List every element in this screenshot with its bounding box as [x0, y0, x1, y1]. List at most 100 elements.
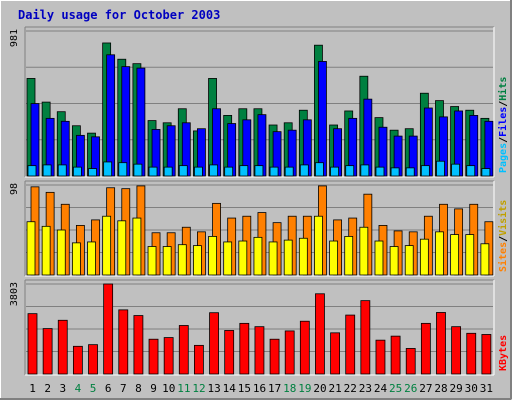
x-tick-label: 27: [419, 382, 432, 395]
legend-entry: /: [498, 236, 509, 242]
bar-kbytes-day-19: [299, 320, 310, 375]
bar-kbytes-day-17: [269, 338, 280, 375]
x-tick-label: 13: [207, 382, 220, 395]
panel-visits-sites: 98 Sites/Visits: [9, 180, 509, 277]
x-tick-label: 25: [389, 382, 402, 395]
bar-kbytes-day-25: [390, 335, 401, 375]
bar-kbytes-day-1: [27, 313, 38, 375]
legend-visits-sites: Sites/Visits: [497, 200, 509, 272]
legend-entry: KBytes: [498, 335, 509, 371]
bar-pages-day-26: [405, 167, 415, 177]
bar-pages-day-5: [88, 168, 97, 177]
bar-files-day-6: [106, 54, 116, 177]
bar-visits-day-13: [208, 236, 217, 276]
bar-kbytes-day-7: [118, 309, 129, 375]
x-tick-label: 19: [298, 382, 311, 395]
bar-kbytes-day-5: [88, 344, 98, 375]
y-max-label: 981: [9, 29, 20, 47]
x-tick-label: 20: [313, 382, 326, 395]
bar-visits-day-25: [389, 246, 399, 276]
bar-visits-day-6: [102, 215, 112, 276]
bar-visits-day-7: [117, 220, 127, 276]
bar-visits-day-10: [162, 246, 172, 276]
bar-pages-day-31: [481, 168, 491, 177]
bar-kbytes-day-13: [209, 312, 219, 375]
bar-pages-day-15: [239, 165, 249, 177]
legend-entry: Sites: [497, 242, 509, 272]
bar-visits-day-16: [253, 236, 263, 276]
bar-pages-day-25: [390, 167, 400, 177]
legend-hits-files-pages: Pages/Files/Hits: [497, 77, 509, 173]
bar-kbytes-day-6: [103, 283, 114, 375]
bar-pages-day-12: [194, 166, 203, 177]
x-tick-label: 11: [177, 382, 190, 395]
x-tick-label: 30: [465, 382, 478, 395]
x-tick-label: 2: [44, 382, 51, 395]
bar-kbytes-day-27: [420, 322, 431, 375]
x-tick-label: 22: [344, 382, 357, 395]
bar-kbytes-day-12: [194, 344, 204, 375]
x-tick-label: 10: [162, 382, 175, 395]
bar-visits-day-20: [314, 215, 323, 276]
bar-files-day-31: [484, 120, 494, 177]
bar-kbytes-day-21: [330, 332, 340, 375]
bar-pages-day-6: [103, 161, 113, 177]
x-tick-label: 12: [192, 382, 205, 395]
bar-kbytes-day-24: [375, 339, 386, 375]
bar-visits-day-2: [41, 225, 51, 276]
bar-pages-day-29: [451, 163, 461, 177]
bar-pages-day-17: [269, 166, 279, 177]
bar-pages-day-30: [466, 165, 476, 177]
bar-pages-day-20: [315, 162, 324, 177]
bar-pages-day-13: [209, 164, 218, 177]
bar-visits-day-21: [329, 240, 338, 276]
bar-kbytes-day-11: [178, 325, 189, 375]
x-tick-label: 7: [120, 382, 127, 395]
x-tick-label: 14: [223, 382, 237, 395]
bar-visits-day-18: [283, 239, 293, 276]
bar-visits-day-12: [193, 245, 202, 276]
bar-visits-day-24: [374, 240, 384, 276]
bar-pages-day-11: [178, 165, 188, 177]
bar-files-day-7: [121, 66, 131, 177]
bar-visits-day-23: [359, 226, 369, 276]
bar-visits-day-29: [450, 234, 460, 276]
bar-visits-day-4: [71, 242, 81, 276]
x-tick-label: 18: [283, 382, 296, 395]
bar-kbytes-day-3: [57, 319, 68, 375]
bar-kbytes-day-4: [72, 345, 83, 375]
x-tick-label: 31: [480, 382, 493, 395]
x-tick-label: 3: [60, 382, 67, 395]
bar-kbytes-day-14: [224, 330, 235, 375]
x-tick-label: 24: [374, 382, 388, 395]
x-tick-label: 15: [238, 382, 251, 395]
bar-pages-day-10: [163, 166, 173, 177]
legend-kbytes: KBytes: [498, 335, 509, 371]
bar-pages-day-24: [375, 166, 385, 177]
x-tick-label: 17: [268, 382, 281, 395]
bar-kbytes-day-9: [148, 338, 159, 375]
bar-pages-day-18: [284, 166, 294, 177]
bar-kbytes-day-30: [466, 332, 477, 375]
x-tick-label: 1: [29, 382, 36, 395]
bar-pages-day-28: [436, 160, 445, 177]
bar-pages-day-2: [42, 164, 52, 177]
panel-kbytes: 3803 KBytes: [9, 279, 509, 376]
bar-visits-day-31: [480, 243, 490, 276]
bar-kbytes-day-31: [481, 334, 492, 375]
bar-kbytes-day-22: [345, 314, 356, 375]
bar-visits-day-1: [26, 221, 36, 276]
x-tick-label: 8: [135, 382, 142, 395]
bar-visits-day-8: [132, 217, 142, 276]
bar-kbytes-day-26: [405, 348, 416, 375]
bar-pages-day-23: [360, 164, 370, 177]
bar-visits-day-19: [298, 237, 308, 276]
bar-kbytes-day-10: [163, 337, 174, 375]
bar-pages-day-8: [133, 163, 143, 177]
x-tick-label: 6: [105, 382, 112, 395]
bar-visits-day-26: [404, 245, 414, 276]
x-tick-label: 9: [150, 382, 157, 395]
x-tick-label: 4: [75, 382, 82, 395]
legend-entry: /: [498, 137, 509, 143]
